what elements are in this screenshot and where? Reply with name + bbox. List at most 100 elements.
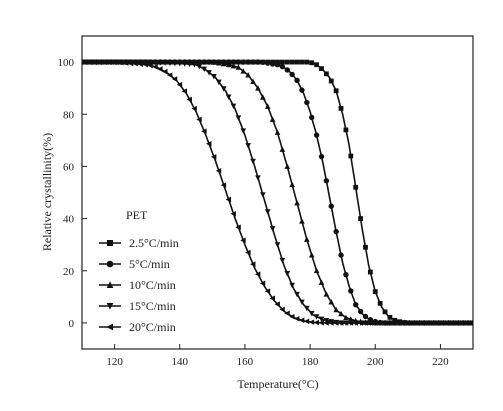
series-3-point-20 [176,60,183,67]
series-2-point-43 [289,181,295,188]
series-1-point-54 [343,271,349,278]
series-4-point-27 [210,154,217,160]
series-3-point-30 [225,94,232,100]
series-3-point-36 [255,175,261,181]
series-0-point-57 [358,216,363,221]
series-3-point-12 [137,59,144,66]
series-3-point-28 [216,79,222,86]
x-tick-label-1: 140 [172,356,189,368]
series-3-point-42 [284,270,291,277]
series-3-point-19 [172,60,178,67]
series-0-point-41 [279,59,285,65]
series-1-point-35 [250,59,256,65]
series-2-point-39 [269,116,276,122]
series-4-point-47 [308,319,315,325]
series-4-point-71 [426,320,432,326]
series-1-point-43 [289,71,295,78]
series-3-point-22 [186,61,193,68]
legend-marker-4 [106,323,113,331]
series-2-point-55 [348,316,354,322]
series-2-point-27 [211,59,217,65]
series-4-point-77 [455,320,461,326]
series-4-point-14 [147,62,153,69]
series-1-point-36 [255,59,261,65]
series-3-point-29 [220,86,227,92]
series-0-point-53 [338,105,344,111]
series-4-point-8 [118,59,124,66]
series-3-point-15 [152,60,159,66]
series-2-point-49 [318,279,325,285]
series-3-point-26 [206,70,212,76]
series-1-point-39 [269,61,276,67]
series-4-point-6 [108,59,114,65]
legend-marker-0 [107,240,113,246]
legend-label-3: 15°C/min [129,299,176,313]
series-3-point-14 [147,59,154,66]
series-2-point-38 [264,103,271,109]
series-4-point-44 [294,315,300,322]
series-4-point-18 [166,72,173,78]
series-4-point-62 [382,320,388,326]
x-tick-label-5: 220 [432,356,449,368]
series-4-point-49 [318,319,324,326]
plot-frame [81,35,474,350]
series-3-point-23 [191,62,198,68]
y-tick-label-5: 100 [58,57,75,69]
series-0-point-48 [314,62,319,68]
series-2-point-37 [260,94,266,100]
series-1-point-49 [318,153,325,160]
series-3-point-27 [211,74,217,80]
series-4-point-41 [279,306,285,313]
series-3-point-44 [294,291,300,298]
legend-label-4: 20°C/min [129,320,176,334]
x-tick-label-0: 120 [106,356,123,368]
series-4-point-66 [401,320,407,326]
series-1-point-42 [284,67,290,73]
series-4-point-69 [416,320,422,326]
series-1-point-48 [313,132,320,138]
series-4-point-79 [465,320,471,326]
series-4-point-46 [303,318,310,325]
series-3-point-37 [260,192,266,198]
series-3-point-21 [181,61,188,67]
series-0-point-50 [323,71,329,77]
series-4-point-63 [386,320,393,326]
series-2-point-36 [255,85,261,91]
series-4-point-48 [313,319,319,326]
series-2-point-24 [196,59,203,65]
series-1-point-58 [362,313,369,320]
y-tick-label-3: 60 [63,161,75,173]
series-1-point-53 [338,252,344,258]
series-2-point-35 [250,78,256,85]
series-1-point-40 [274,61,281,68]
series-3-point-47 [308,310,315,317]
legend-marker-1 [106,260,114,268]
series-1-point-33 [240,59,246,65]
legend-marker-2 [106,281,114,288]
series-4-point-22 [186,96,192,103]
series-layer [82,59,473,326]
y-tick-label-0: 0 [69,318,75,330]
series-4-point-59 [367,320,373,326]
series-2-point-26 [206,59,212,65]
legend: PET 2.5°C/min 5°C/min 10°C/min 15°C/min 20°C… [99,208,179,334]
series-1-point-44 [294,77,300,84]
series-4-point-25 [201,128,207,135]
series-3-point-50 [323,318,330,324]
series-2-point-46 [304,236,310,242]
series-3-point-40 [274,242,281,248]
series-2-point-50 [323,291,330,297]
series-4-point-72 [430,320,437,326]
series-4-point-33 [240,237,246,244]
series-4-point-29 [220,182,227,188]
series-4-point-64 [391,320,398,326]
series-4-point-68 [411,320,417,326]
series-1-point-52 [333,228,339,235]
series-0-point-55 [348,153,354,159]
series-2-point-45 [299,218,305,224]
series-4-point-65 [396,320,403,326]
series-2-point-47 [308,252,315,258]
series-4-point-51 [328,320,334,326]
series-2-point-52 [333,306,339,313]
